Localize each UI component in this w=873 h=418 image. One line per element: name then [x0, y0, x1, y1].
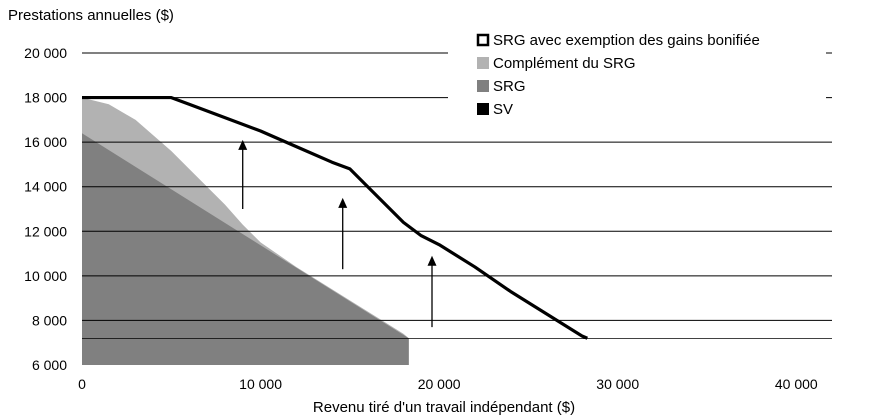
arrow-head-1 [238, 139, 248, 150]
y-axis-title: Prestations annuelles ($) [8, 7, 174, 24]
area-sv [82, 338, 832, 339]
legend-item-srg: SRG [477, 78, 526, 95]
legend-label-srg-bonifiee: SRG avec exemption des gains bonifiée [493, 32, 760, 49]
y-tick-label: 20 000 [24, 45, 67, 61]
y-tick-label: 6 000 [32, 357, 67, 373]
y-tick-label: 14 000 [24, 179, 67, 195]
legend: SRG avec exemption des gains bonifiée Co… [448, 28, 826, 124]
x-tick-labels: 0 10 000 20 000 30 000 40 000 [78, 376, 818, 392]
area-srg [82, 133, 409, 365]
legend-swatch-srg [477, 80, 489, 92]
y-tick-label: 12 000 [24, 223, 67, 239]
legend-item-complement-srg: Complément du SRG [477, 55, 636, 72]
legend-item-srg-bonifiee: SRG avec exemption des gains bonifiée [476, 32, 760, 49]
arrows [238, 139, 437, 328]
legend-swatch-complement-srg [477, 57, 489, 69]
legend-item-sv: SV [477, 101, 513, 118]
y-tick-label: 16 000 [24, 134, 67, 150]
legend-label-srg: SRG [493, 78, 526, 95]
legend-swatch-srg-bonifiee [476, 33, 490, 47]
x-tick-label: 10 000 [239, 376, 282, 392]
x-tick-label: 0 [78, 376, 86, 392]
series-lines [82, 95, 588, 340]
legend-background [448, 28, 826, 124]
y-tick-label: 10 000 [24, 268, 67, 284]
legend-swatch-sv [477, 103, 489, 115]
x-tick-label: 40 000 [775, 376, 818, 392]
legend-label-sv: SV [493, 101, 513, 118]
x-tick-label: 20 000 [418, 376, 461, 392]
x-tick-label: 30 000 [596, 376, 639, 392]
x-axis-title: Revenu tiré d'un travail indépendant ($) [313, 399, 575, 416]
line-srg-avec-exemption-des-gains-bonifiee [82, 95, 588, 340]
y-tick-label: 18 000 [24, 90, 67, 106]
legend-label-complement-srg: Complément du SRG [493, 55, 636, 72]
y-tick-labels: 6 000 8 000 10 000 12 000 14 000 16 000 18 000… [24, 45, 67, 373]
y-tick-label: 8 000 [32, 312, 67, 328]
arrow-head-2 [338, 197, 348, 208]
arrow-head-3 [427, 255, 437, 266]
